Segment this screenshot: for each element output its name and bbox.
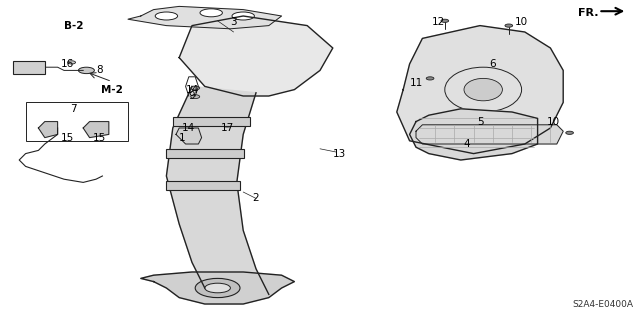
Ellipse shape xyxy=(44,128,52,132)
Polygon shape xyxy=(83,122,109,138)
Polygon shape xyxy=(179,16,333,96)
Ellipse shape xyxy=(200,9,223,17)
Ellipse shape xyxy=(68,61,76,64)
Text: 12: 12 xyxy=(432,17,445,28)
Text: 5: 5 xyxy=(477,116,483,127)
Text: 6: 6 xyxy=(490,59,496,69)
Text: 14: 14 xyxy=(182,123,195,133)
Text: 15: 15 xyxy=(93,132,106,143)
Text: S2A4-E0400A: S2A4-E0400A xyxy=(573,300,634,309)
Text: 15: 15 xyxy=(61,132,74,143)
Ellipse shape xyxy=(426,77,434,80)
Ellipse shape xyxy=(464,78,502,101)
FancyBboxPatch shape xyxy=(173,117,250,126)
Text: FR.: FR. xyxy=(578,8,598,18)
Ellipse shape xyxy=(566,131,573,134)
Text: 8: 8 xyxy=(96,65,102,76)
FancyBboxPatch shape xyxy=(166,181,241,190)
Ellipse shape xyxy=(156,12,178,20)
Text: 11: 11 xyxy=(410,78,422,88)
Ellipse shape xyxy=(221,123,233,127)
Text: 4: 4 xyxy=(464,139,470,149)
FancyBboxPatch shape xyxy=(166,149,244,158)
Ellipse shape xyxy=(189,122,195,124)
Polygon shape xyxy=(166,86,269,294)
Ellipse shape xyxy=(505,24,513,27)
Text: 16: 16 xyxy=(61,59,74,69)
Ellipse shape xyxy=(79,67,95,74)
Text: 14: 14 xyxy=(186,84,198,95)
Ellipse shape xyxy=(191,86,200,90)
Ellipse shape xyxy=(441,19,449,22)
Ellipse shape xyxy=(186,121,198,125)
Polygon shape xyxy=(176,128,202,144)
Text: 2: 2 xyxy=(253,193,259,204)
Polygon shape xyxy=(410,109,538,160)
Ellipse shape xyxy=(191,95,200,99)
Text: B-2: B-2 xyxy=(64,20,83,31)
Ellipse shape xyxy=(205,283,230,293)
Ellipse shape xyxy=(195,278,240,298)
Ellipse shape xyxy=(232,12,254,20)
Text: 1: 1 xyxy=(179,132,186,143)
Text: 10: 10 xyxy=(547,116,560,127)
Text: 3: 3 xyxy=(230,17,237,28)
Text: 13: 13 xyxy=(333,148,346,159)
Text: 9: 9 xyxy=(189,91,195,101)
Text: 10: 10 xyxy=(515,17,528,28)
Text: M-2: M-2 xyxy=(101,84,123,95)
Polygon shape xyxy=(416,125,563,144)
FancyBboxPatch shape xyxy=(13,61,45,74)
Polygon shape xyxy=(141,272,294,304)
Polygon shape xyxy=(397,26,563,154)
Text: 7: 7 xyxy=(70,104,77,114)
Ellipse shape xyxy=(224,124,230,126)
Polygon shape xyxy=(128,6,282,29)
Polygon shape xyxy=(38,122,58,138)
Text: 17: 17 xyxy=(221,123,234,133)
Ellipse shape xyxy=(90,128,100,132)
